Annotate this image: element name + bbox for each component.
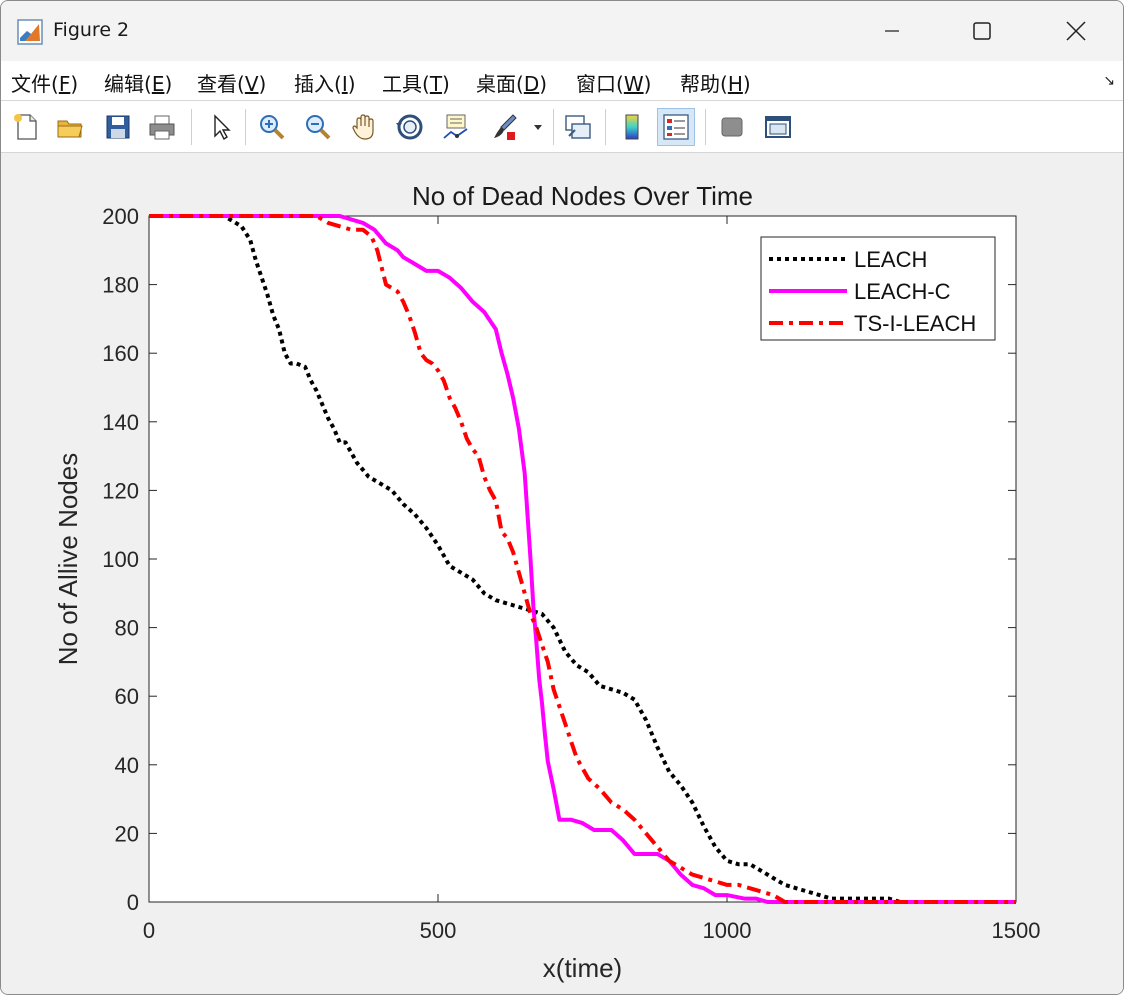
rotate-3d-icon[interactable]: [391, 108, 429, 146]
x-tick-label: 0: [143, 918, 155, 943]
x-tick-label: 500: [420, 918, 457, 943]
menu-file[interactable]: 文件(F): [11, 72, 79, 96]
menu-view[interactable]: 查看(V): [197, 72, 267, 96]
dock-figure-icon[interactable]: [759, 108, 797, 146]
toolbar-separator: [705, 109, 706, 145]
legend-label-leach: LEACH: [854, 247, 927, 272]
toolbar-separator: [245, 109, 246, 145]
menu-desktop[interactable]: 桌面(D): [476, 72, 548, 96]
save-icon[interactable]: [99, 108, 137, 146]
maximize-button[interactable]: [937, 1, 1027, 61]
menu-tools[interactable]: 工具(T): [382, 72, 450, 96]
data-cursor-icon[interactable]: [437, 108, 475, 146]
menu-expand-arrow-icon[interactable]: ↘: [1103, 73, 1115, 89]
y-tick-label: 60: [115, 684, 139, 709]
y-tick-label: 80: [115, 616, 139, 641]
link-plot-icon[interactable]: [559, 108, 597, 146]
menu-insert[interactable]: 插入(I): [294, 72, 356, 96]
y-tick-label: 180: [102, 273, 139, 298]
brush-dropdown-arrow-icon[interactable]: [527, 108, 549, 146]
toolbar-separator: [605, 109, 606, 145]
hide-tools-icon[interactable]: [713, 108, 751, 146]
y-tick-label: 40: [115, 753, 139, 778]
toolbar-separator: [191, 109, 192, 145]
colorbar-icon[interactable]: [613, 108, 651, 146]
close-icon: [1066, 21, 1086, 41]
y-tick-label: 100: [102, 547, 139, 572]
legend-icon[interactable]: [657, 108, 695, 146]
x-tick-label: 1500: [992, 918, 1041, 943]
legend-label-ts-i-leach: TS-I-LEACH: [854, 311, 976, 336]
series-line-leach[interactable]: [149, 214, 1016, 904]
menu-help[interactable]: 帮助(H): [680, 72, 751, 96]
select-arrow-icon[interactable]: [201, 108, 239, 146]
y-tick-label: 20: [115, 821, 139, 846]
y-axis-label: No of Allive Nodes: [53, 453, 83, 665]
open-folder-icon[interactable]: [51, 108, 89, 146]
close-button[interactable]: [1031, 1, 1121, 61]
y-tick-label: 0: [127, 890, 139, 915]
window-title: Figure 2: [53, 19, 130, 41]
y-tick-label: 200: [102, 204, 139, 229]
series-line-leach-c[interactable]: [149, 214, 1016, 904]
x-tick-label: 1000: [703, 918, 752, 943]
menu-window[interactable]: 窗口(W): [576, 72, 652, 96]
y-tick-label: 140: [102, 410, 139, 435]
minimize-button[interactable]: [847, 1, 937, 61]
brush-icon[interactable]: [485, 108, 523, 146]
pan-hand-icon[interactable]: [345, 108, 383, 146]
figure-toolbar: [1, 101, 1123, 153]
matlab-logo-icon: [17, 19, 43, 45]
zoom-out-icon[interactable]: [299, 108, 337, 146]
x-axis-label: x(time): [543, 953, 622, 983]
minimize-icon: [885, 30, 899, 32]
zoom-in-icon[interactable]: [253, 108, 291, 146]
title-bar: Figure 2: [1, 1, 1123, 61]
new-file-icon[interactable]: [7, 108, 45, 146]
menu-edit[interactable]: 编辑(E): [104, 72, 173, 96]
y-tick-label: 120: [102, 478, 139, 503]
legend-label-leach-c: LEACH-C: [854, 279, 951, 304]
menu-bar: 文件(F) 编辑(E) 查看(V) 插入(I) 工具(T) 桌面(D) 窗口(W…: [1, 61, 1123, 101]
y-tick-label: 160: [102, 341, 139, 366]
chart-title: No of Dead Nodes Over Time: [412, 181, 753, 211]
toolbar-separator: [553, 109, 554, 145]
maximize-icon: [973, 22, 991, 40]
legend[interactable]: LEACH LEACH-C TS-I-LEACH: [760, 236, 996, 341]
print-icon[interactable]: [143, 108, 181, 146]
series-line-ts-i-leach[interactable]: [149, 214, 1016, 904]
figure-canvas: 0 20 40 60 80 100 120 140 160 180 200 0 500 1000 1500 …: [1, 153, 1123, 995]
